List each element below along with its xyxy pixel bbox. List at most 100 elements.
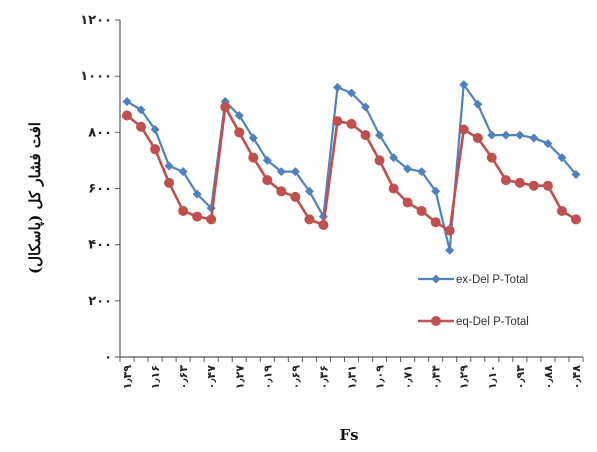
data-point xyxy=(150,144,161,155)
data-point xyxy=(164,161,174,171)
x-axis-title: Fs xyxy=(339,426,358,444)
x-tick-label: ۰٫۷۱ xyxy=(402,365,415,389)
data-point xyxy=(486,152,497,163)
x-tick-label: ۱٫۲۷ xyxy=(233,365,246,390)
series-line xyxy=(126,83,577,252)
x-tick-label: ۰٫۴۷ xyxy=(205,365,218,390)
legend: ex-Del P-Total eq-Del P-Total xyxy=(418,274,529,328)
data-point xyxy=(304,186,314,196)
data-point xyxy=(571,169,581,179)
data-point xyxy=(402,197,413,208)
y-axis-title: افت فشار کل (پاسکال) xyxy=(26,122,45,274)
data-point xyxy=(416,205,427,216)
data-point xyxy=(248,133,258,143)
data-point xyxy=(445,245,455,255)
y-tick-label: ۱۲۰۰ xyxy=(80,13,112,28)
data-point xyxy=(361,102,371,112)
data-point xyxy=(150,125,160,135)
data-point xyxy=(220,102,231,113)
x-tick-labels: ۱٫۳۹ ۱٫۱۶ ۰٫۶۳ ۰٫۴۷ ۱٫۲۷ ۰٫۱۹ ۰٫۶۹ ۰٫۳۶ ۱٫۳۱ ۱٫۰۹… xyxy=(121,365,583,390)
data-point xyxy=(543,139,553,149)
series-eq-del-p-total xyxy=(122,102,581,236)
data-point xyxy=(375,130,385,140)
x-tick-label: ۰٫۶۳ xyxy=(177,365,190,390)
data-point xyxy=(360,130,371,141)
axes xyxy=(115,19,584,362)
x-tick-label: ۰٫۹۳ xyxy=(514,365,527,390)
data-point xyxy=(178,205,189,216)
data-point xyxy=(178,167,188,177)
series-ex-del-p-total xyxy=(122,80,581,255)
data-point xyxy=(473,99,483,109)
data-point xyxy=(501,130,511,140)
data-point xyxy=(417,167,427,177)
data-point xyxy=(262,175,273,186)
y-tick-label: ۶۰۰ xyxy=(88,182,112,197)
legend-label: ex-Del P-Total xyxy=(456,274,528,286)
data-point xyxy=(444,225,455,236)
data-point xyxy=(430,217,441,228)
x-tick-label: ۰٫۱۹ xyxy=(261,365,274,390)
data-point xyxy=(290,167,300,177)
y-tick-label: ۰ xyxy=(104,350,112,365)
data-point xyxy=(472,132,483,143)
data-point xyxy=(431,186,441,196)
x-tick-label: ۰٫۴۴ xyxy=(430,365,443,390)
data-point xyxy=(304,214,315,225)
data-point xyxy=(458,124,469,135)
x-tick-label: ۰٫۸۸ xyxy=(542,365,555,390)
data-point xyxy=(276,167,286,177)
data-point xyxy=(234,110,244,120)
data-point xyxy=(332,116,343,127)
data-point xyxy=(346,118,357,129)
data-point xyxy=(290,191,301,202)
legend-marker xyxy=(431,316,441,326)
y-tick-label: ۴۰۰ xyxy=(88,238,112,253)
data-point xyxy=(557,153,567,163)
data-point xyxy=(542,180,553,191)
data-point xyxy=(459,80,469,90)
data-point xyxy=(570,214,581,225)
legend-label: eq-Del P-Total xyxy=(456,316,529,328)
x-tick-label: ۱٫۳۱ xyxy=(346,365,359,389)
data-point xyxy=(529,133,539,143)
data-point xyxy=(487,130,497,140)
x-tick-label: ۱٫۰۹ xyxy=(374,365,387,390)
data-point xyxy=(276,186,287,197)
data-point xyxy=(192,211,203,222)
x-tick-label: ۰٫۳۶ xyxy=(317,365,330,389)
x-tick-label: ۰٫۶۹ xyxy=(289,365,302,390)
y-tick-label: ۱۰۰۰ xyxy=(80,69,112,84)
x-tick-label: ۱٫۱۶ xyxy=(149,365,162,389)
data-point xyxy=(206,214,217,225)
data-point xyxy=(500,175,511,186)
y-tick-labels: ۰ ۲۰۰ ۴۰۰ ۶۰۰ ۸۰۰ ۱۰۰۰ ۱۲۰۰ xyxy=(80,13,112,365)
data-point xyxy=(122,110,133,121)
data-point xyxy=(234,127,245,138)
data-point xyxy=(389,153,399,163)
data-point xyxy=(514,177,525,188)
data-point xyxy=(403,164,413,174)
data-point xyxy=(528,180,539,191)
data-point xyxy=(248,152,259,163)
data-point xyxy=(347,88,356,98)
data-point xyxy=(164,177,175,188)
x-tick-label: ۱٫۱۰ xyxy=(486,365,499,389)
data-point xyxy=(332,82,342,92)
data-point xyxy=(556,205,567,216)
x-tick-label: ۰٫۴۸ xyxy=(570,365,583,390)
x-tick-label: ۱٫۲۹ xyxy=(458,365,471,390)
x-tick-label: ۱٫۳۹ xyxy=(121,365,134,390)
y-tick-label: ۸۰۰ xyxy=(88,125,112,140)
series-group xyxy=(122,80,581,255)
y-tick-label: ۲۰۰ xyxy=(88,294,112,309)
data-point xyxy=(136,105,146,115)
data-point xyxy=(318,220,329,231)
data-point xyxy=(262,155,272,165)
data-point xyxy=(136,121,147,132)
data-point xyxy=(515,130,525,140)
data-point xyxy=(374,155,385,166)
data-point xyxy=(388,183,399,194)
legend-marker xyxy=(431,274,441,284)
